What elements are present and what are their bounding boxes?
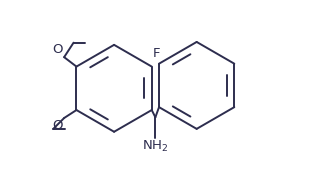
Text: F: F — [153, 47, 161, 60]
Text: O: O — [52, 43, 63, 56]
Text: O: O — [52, 119, 63, 132]
Text: NH$_2$: NH$_2$ — [142, 139, 169, 154]
